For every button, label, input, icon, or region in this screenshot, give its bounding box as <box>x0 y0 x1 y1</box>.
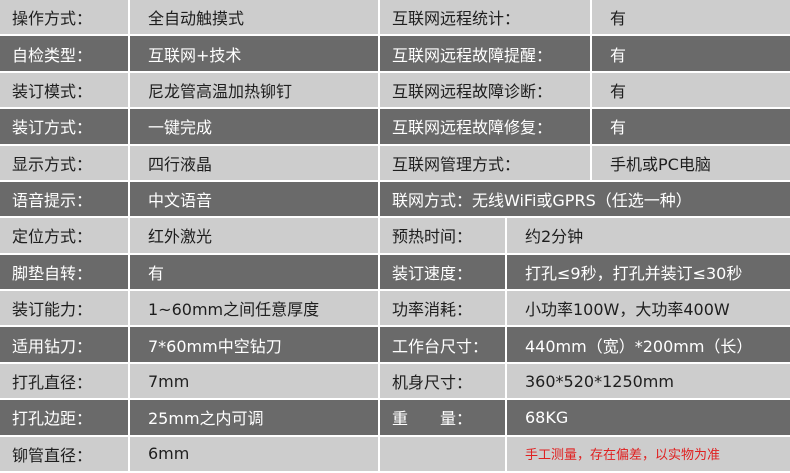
table-row: 装订方式： 一键完成 互联网远程故障修复：有 <box>0 109 790 144</box>
value-cell: 尼龙管高温加热铆钉 <box>128 72 378 108</box>
label-cell: 装订能力： <box>12 300 93 320</box>
label-cell: 互联网远程故障诊断： <box>378 72 590 108</box>
value-cell: 6mm <box>128 436 378 471</box>
label-cell: 预热时间： <box>378 218 505 253</box>
value-cell: 打孔≤9秒，打孔并装订≤30秒 <box>505 254 790 290</box>
label-cell: 功率消耗： <box>378 291 505 326</box>
value-cell: 手机或PC电脑 <box>590 145 790 180</box>
value-cell: 有 <box>590 109 790 144</box>
value-cell: 有 <box>590 36 790 71</box>
label-cell: 互联网远程故障提醒： <box>378 36 590 71</box>
value-cell: 440mm（宽）*200mm（长） <box>505 327 790 362</box>
value-cell: 红外激光 <box>128 218 378 253</box>
value-cell: 有 <box>128 254 378 290</box>
label-cell: 定位方式： <box>12 227 93 247</box>
value-cell: 有 <box>590 72 790 108</box>
value-cell: 25mm之内可调 <box>128 400 378 435</box>
table-row: 定位方式： 红外激光 预热时间： 约2分钟 <box>0 218 790 253</box>
label-cell: 重 量： <box>378 400 505 435</box>
value-cell: 互联网+技术 <box>128 36 378 71</box>
label-cell: 装订速度： <box>378 254 505 290</box>
label-cell: 打孔直径： <box>12 373 93 393</box>
value-cell: 四行液晶 <box>128 145 378 180</box>
label-cell: 脚垫自转： <box>12 263 93 283</box>
value-cell: 手工测量，存在偏差，以实物为准 <box>505 436 790 471</box>
value-cell: 中文语音 <box>128 181 378 217</box>
label-cell: 打孔边距： <box>12 409 93 429</box>
value-cell: 全自动触摸式 <box>128 0 378 35</box>
label-cell: 语音提示： <box>12 191 93 211</box>
label-cell: 互联网远程统计： <box>378 0 590 35</box>
table-row: 自检类型： 互联网+技术 互联网远程故障提醒：有 <box>0 36 790 71</box>
table-row: 铆管直径： 6mm 手工测量，存在偏差，以实物为准 <box>0 436 790 471</box>
label-cell: 工作台尺寸： <box>378 327 505 362</box>
table-row: 打孔边距： 25mm之内可调重 量： 68KG <box>0 400 790 435</box>
table-row: 适用钻刀： 7*60mm中空钻刀 工作台尺寸： 440mm（宽）*200mm（长） <box>0 327 790 362</box>
label-cell <box>378 436 505 471</box>
table-row: 显示方式： 四行液晶 互联网管理方式： 手机或PC电脑 <box>0 145 790 180</box>
label-cell: 装订方式： <box>12 118 93 138</box>
table-row: 装订模式： 尼龙管高温加热铆钉 互联网远程故障诊断：有 <box>0 72 790 108</box>
value-cell: 小功率100W，大功率400W <box>505 291 790 326</box>
label-cell: 显示方式： <box>12 154 93 174</box>
label-cell: 适用钻刀： <box>12 336 93 356</box>
label-cell: 装订模式： <box>12 81 93 101</box>
table-row: 操作方式： 全自动触摸式 互联网远程统计：有 <box>0 0 790 35</box>
value-cell: 有 <box>590 0 790 35</box>
value-cell: 1~60mm之间任意厚度 <box>128 291 378 326</box>
value-cell: 7mm <box>128 363 378 399</box>
table-row: 脚垫自转： 有装订速度： 打孔≤9秒，打孔并装订≤30秒 <box>0 254 790 290</box>
label-cell: 互联网管理方式： <box>378 145 590 180</box>
label-cell: 联网方式：无线WiFi或GPRS（任选一种） <box>378 181 790 217</box>
value-cell: 68KG <box>505 400 790 435</box>
label-cell: 铆管直径： <box>12 445 93 465</box>
value-cell: 一键完成 <box>128 109 378 144</box>
table-row: 语音提示： 中文语音 联网方式：无线WiFi或GPRS（任选一种） <box>0 181 790 217</box>
label-cell: 互联网远程故障修复： <box>378 109 590 144</box>
value-cell: 约2分钟 <box>505 218 790 253</box>
value-cell: 360*520*1250mm <box>505 363 790 399</box>
value-cell: 7*60mm中空钻刀 <box>128 327 378 362</box>
table-row: 装订能力： 1~60mm之间任意厚度 功率消耗： 小功率100W，大功率400W <box>0 291 790 326</box>
table-row: 打孔直径： 7mm 机身尺寸： 360*520*1250mm <box>0 363 790 399</box>
label-cell: 机身尺寸： <box>378 363 505 399</box>
label-cell: 操作方式： <box>12 9 93 29</box>
label-cell: 自检类型： <box>12 45 93 65</box>
